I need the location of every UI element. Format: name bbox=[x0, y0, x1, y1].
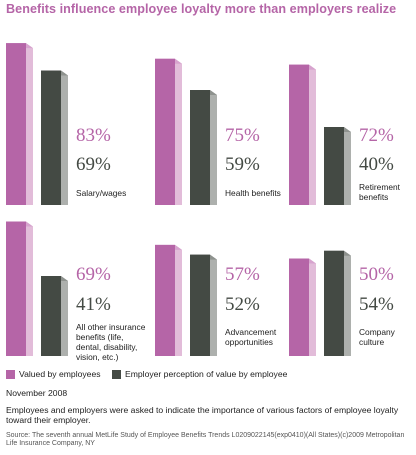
bar-employers-4-front bbox=[190, 254, 210, 356]
source-note: Source: The seventh annual MetLife Study… bbox=[6, 432, 405, 448]
bar-employers-2-side bbox=[344, 127, 351, 205]
value-label-employers-4: 52% bbox=[225, 294, 260, 315]
bar-employers-2-front bbox=[324, 127, 344, 205]
bar-employers-3-front bbox=[41, 276, 61, 356]
bar-employees-4-side bbox=[175, 244, 182, 356]
category-label-3: All other insurance benefits (life, dent… bbox=[76, 322, 146, 362]
bar-employees-1-front bbox=[155, 58, 175, 205]
value-label-employees-5: 50% bbox=[359, 264, 394, 285]
bar-employers-0-side bbox=[61, 70, 68, 205]
bar-employees-5-front bbox=[289, 258, 309, 356]
bar-employees-3-side bbox=[26, 221, 33, 356]
bar-employees-2-side bbox=[309, 64, 316, 205]
value-label-employers-5: 54% bbox=[359, 294, 394, 315]
caption: Employees and employers were asked to in… bbox=[6, 405, 399, 425]
value-label-employees-0: 83% bbox=[76, 125, 111, 146]
bar-employers-1-side bbox=[210, 89, 217, 205]
category-label-2: Retirement benefits bbox=[359, 182, 400, 202]
category-label-5: Company culture bbox=[359, 327, 395, 347]
legend-employee: Valued by employees bbox=[6, 369, 101, 379]
value-label-employers-3: 41% bbox=[76, 294, 111, 315]
legend-swatch-employee bbox=[6, 369, 15, 379]
bar-employers-0-front bbox=[41, 70, 61, 205]
value-label-employees-1: 75% bbox=[225, 125, 260, 146]
bar-employees-3-front bbox=[6, 221, 26, 356]
bar-employers-1-front bbox=[190, 89, 210, 205]
category-label-0: Salary/wages bbox=[76, 188, 127, 198]
bar-employees-2-front bbox=[289, 64, 309, 205]
bar-employees-5-side bbox=[309, 258, 316, 356]
date-note: November 2008 bbox=[6, 388, 68, 398]
bar-employees-4-front bbox=[155, 244, 175, 356]
bar-employers-3-side bbox=[61, 276, 68, 356]
bar-employees-0-front bbox=[6, 43, 26, 206]
bar-chart bbox=[6, 43, 351, 356]
value-label-employees-4: 57% bbox=[225, 264, 260, 285]
value-label-employers-0: 69% bbox=[76, 154, 111, 175]
legend-swatch-employer bbox=[112, 369, 121, 379]
legend-label-employee: Valued by employees bbox=[19, 369, 101, 379]
bar-employees-0-side bbox=[26, 43, 33, 206]
bar-employers-4-side bbox=[210, 254, 217, 356]
category-label-4: Advancement opportunities bbox=[225, 327, 277, 347]
category-label-1: Health benefits bbox=[225, 188, 281, 198]
value-label-employers-2: 40% bbox=[359, 154, 394, 175]
value-label-employers-1: 59% bbox=[225, 154, 260, 175]
bar-employees-1-side bbox=[175, 58, 182, 205]
bar-employers-5-side bbox=[344, 250, 351, 356]
legend-label-employer: Employer perception of value by employee bbox=[125, 369, 288, 379]
legend-employer: Employer perception of value by employee bbox=[112, 369, 287, 379]
value-label-employees-2: 72% bbox=[359, 125, 394, 146]
bar-employers-5-front bbox=[324, 250, 344, 356]
value-label-employees-3: 69% bbox=[76, 264, 111, 285]
chart-title: Benefits influence employee loyalty more… bbox=[6, 2, 397, 16]
